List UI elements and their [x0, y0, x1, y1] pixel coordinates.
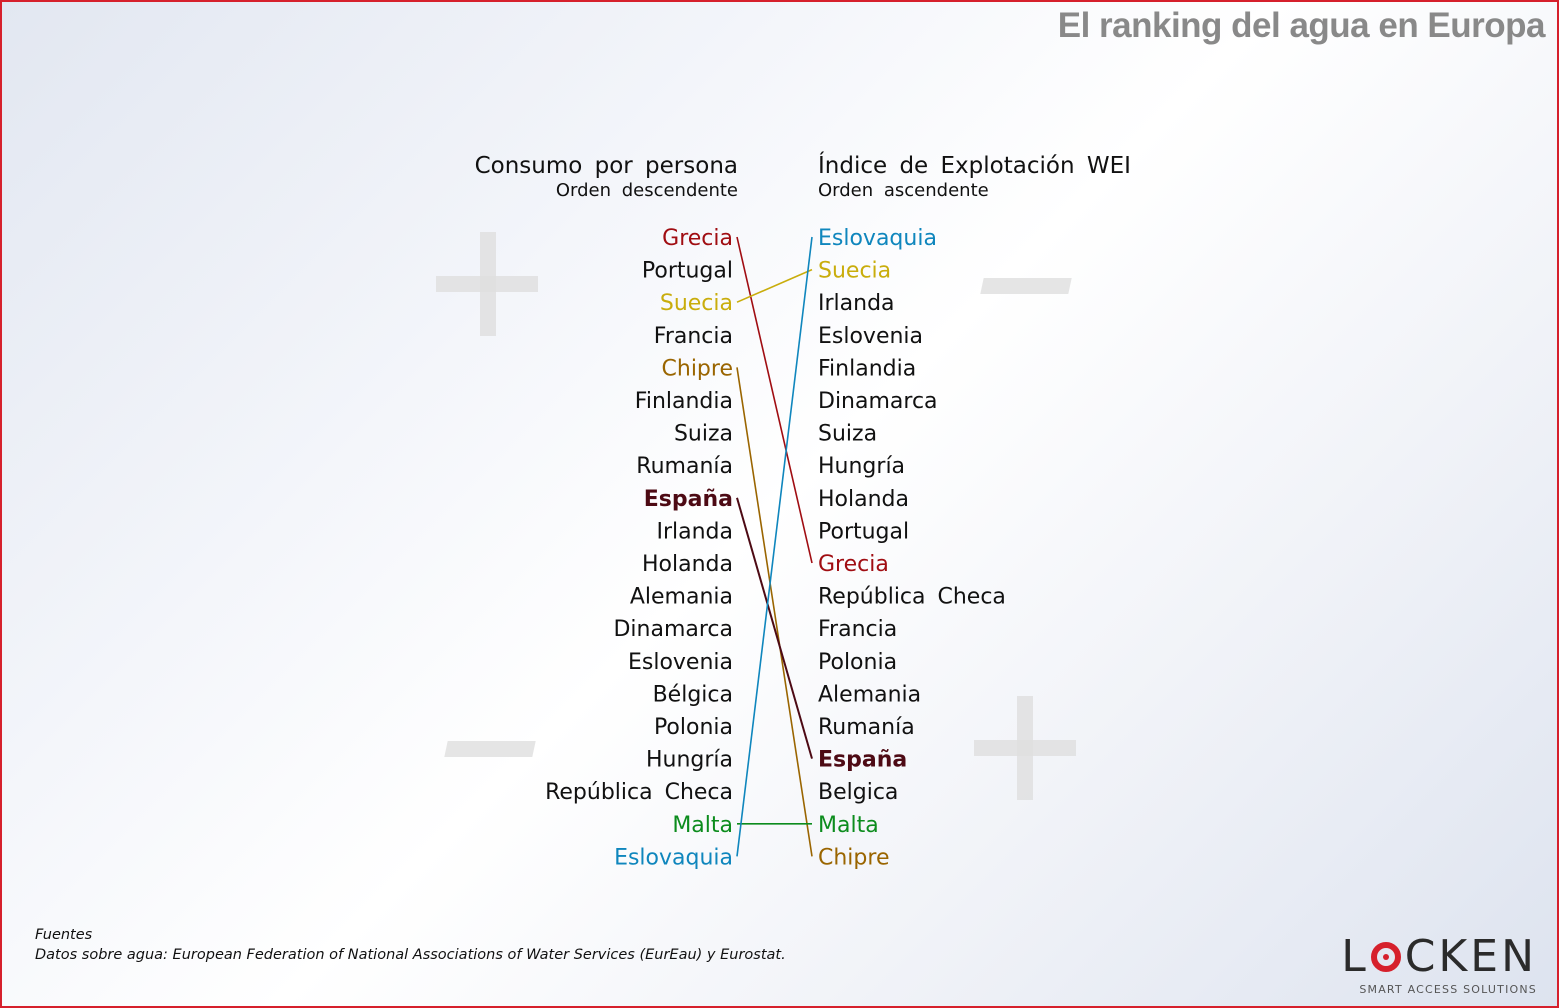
link-españa — [736, 497, 813, 759]
right-label-8: Hungría — [818, 454, 905, 479]
right-label-12: República Checa — [818, 585, 1006, 610]
right-label-11: Grecia — [818, 552, 889, 577]
logo-word-post: CKEN — [1404, 931, 1537, 982]
left-label-16: Polonia — [654, 715, 733, 740]
right-label-5: Finlandia — [818, 356, 916, 381]
left-label-10: Irlanda — [656, 519, 733, 544]
left-label-5: Chipre — [662, 356, 733, 381]
logo-tagline: SMART ACCESS SOLUTIONS — [1359, 983, 1537, 996]
locken-logo: L CKEN SMART ACCESS SOLUTIONS — [1341, 932, 1537, 997]
left-label-8: Rumanía — [636, 454, 733, 479]
sources-text: Datos sobre agua: European Federation of… — [35, 947, 786, 963]
link-grecia — [736, 236, 813, 564]
left-label-14: Eslovenia — [628, 650, 733, 675]
sources-note: Fuentes Datos sobre agua: European Feder… — [35, 925, 786, 965]
right-label-7: Suiza — [818, 422, 877, 447]
right-labels: Eslovaquia Suecia Irlanda Eslovenia Finlandi… — [818, 226, 1006, 870]
left-label-3: Suecia — [660, 291, 733, 316]
sources-heading: Fuentes — [35, 927, 93, 943]
left-label-20: Eslovaquia — [614, 845, 733, 870]
left-label-6: Finlandia — [635, 389, 733, 414]
right-label-6: Dinamarca — [818, 389, 938, 414]
left-column-subtitle: Orden descendente — [555, 180, 738, 201]
right-column-title: Índice de Explotación WEI — [818, 153, 1131, 179]
left-label-13: Dinamarca — [613, 617, 733, 642]
right-label-19: Malta — [818, 813, 879, 838]
page-title: El ranking del agua en Europa — [1057, 6, 1546, 45]
right-label-17: España — [818, 748, 907, 773]
left-label-1: Grecia — [662, 226, 733, 251]
left-label-4: Francia — [654, 324, 733, 349]
logo-wordmark: L CKEN — [1341, 932, 1537, 982]
links-layer — [736, 236, 813, 857]
right-label-20: Chipre — [818, 845, 889, 870]
right-label-3: Irlanda — [818, 291, 895, 316]
left-column-title: Consumo por persona — [474, 153, 738, 179]
right-label-4: Eslovenia — [818, 324, 923, 349]
left-label-7: Suiza — [674, 422, 733, 447]
left-label-9: España — [644, 487, 733, 512]
right-label-2: Suecia — [818, 259, 891, 284]
left-label-17: Hungría — [646, 748, 733, 773]
right-label-14: Polonia — [818, 650, 897, 675]
left-column-header: Consumo por persona Orden descendente — [475, 152, 738, 202]
right-column-subtitle: Orden ascendente — [818, 180, 989, 201]
right-label-18: Belgica — [818, 780, 898, 805]
right-label-10: Portugal — [818, 519, 909, 544]
left-label-11: Holanda — [642, 552, 733, 577]
left-labels: Grecia Portugal Suecia Francia Chipre Finland… — [545, 226, 733, 870]
link-eslovaquia — [736, 236, 813, 857]
right-label-9: Holanda — [818, 487, 909, 512]
right-label-16: Rumanía — [818, 715, 915, 740]
left-label-19: Malta — [672, 813, 733, 838]
left-label-12: Alemania — [630, 585, 733, 610]
link-chipre — [736, 367, 813, 857]
right-column-header: Índice de Explotación WEI Orden ascenden… — [818, 152, 1131, 202]
logo-o-icon — [1370, 942, 1401, 972]
right-label-1: Eslovaquia — [818, 226, 937, 251]
logo-word-pre: L — [1341, 931, 1369, 982]
left-label-15: Bélgica — [653, 682, 733, 707]
right-label-15: Alemania — [818, 682, 921, 707]
link-suecia — [736, 268, 813, 303]
left-label-2: Portugal — [642, 259, 733, 284]
right-label-13: Francia — [818, 617, 897, 642]
left-label-18: República Checa — [545, 780, 733, 805]
